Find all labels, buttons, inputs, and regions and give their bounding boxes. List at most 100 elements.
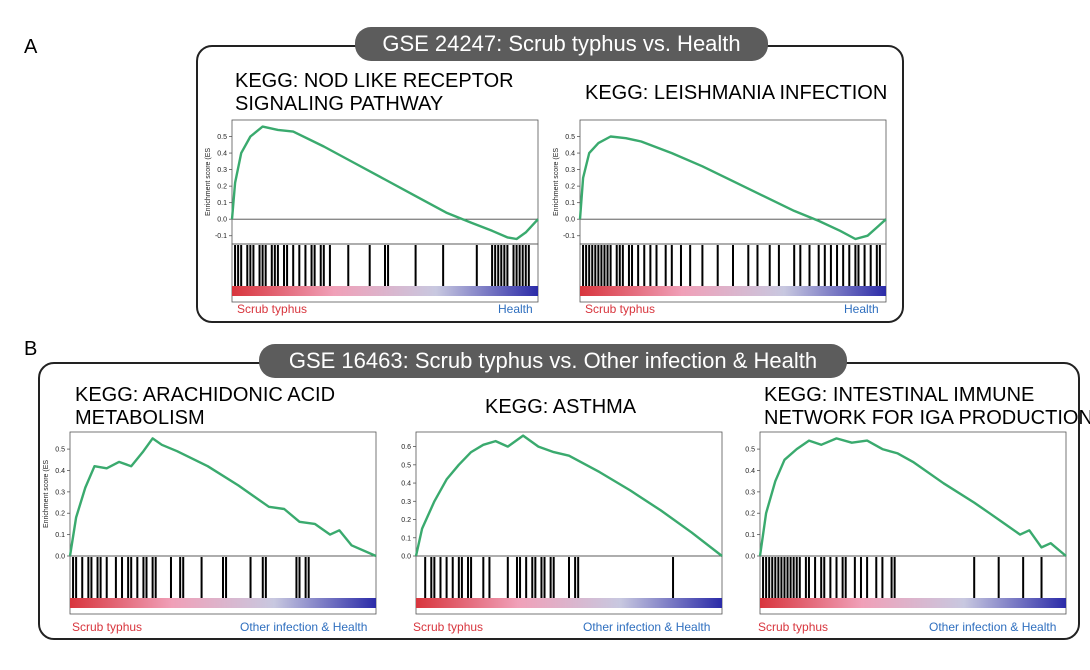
y-tick-label: -0.1 (563, 233, 575, 240)
y-tick-label: 0.6 (401, 444, 411, 451)
hit-bar (552, 557, 555, 598)
es-plot-frame (231, 119, 539, 245)
hit-bar (594, 245, 597, 286)
hit-bar (154, 557, 157, 598)
hit-bar (875, 557, 878, 598)
rank-gradient (232, 286, 538, 296)
hit-bar (597, 245, 600, 286)
hit-bar (475, 245, 478, 286)
hit-bar (240, 245, 243, 286)
hit-bar (439, 557, 442, 598)
hit-bar (820, 557, 823, 598)
chart-2-title: KEGG: LEISHMANIA INFECTION (585, 82, 887, 105)
chart-5-title-line-2: NETWORK FOR IGA PRODUCTION (764, 407, 1090, 429)
hit-bar (121, 557, 124, 598)
hit-bar (322, 245, 325, 286)
hit-bar (848, 245, 851, 286)
y-tick-label: 0.0 (745, 554, 755, 561)
hit-bar (543, 557, 546, 598)
hit-bar (859, 557, 862, 598)
chart-2-title-line-1: KEGG: LEISHMANIA INFECTION (585, 82, 888, 104)
hit-bar (87, 557, 90, 598)
hit-bar (857, 245, 860, 286)
hit-bar (252, 245, 255, 286)
y-tick-label: 0.0 (217, 217, 227, 224)
hit-bar (506, 557, 509, 598)
es-plot-frame (415, 431, 723, 557)
hit-bar (756, 245, 759, 286)
hit-bar (519, 557, 522, 598)
hit-bar (292, 245, 295, 286)
hit-bar (777, 557, 780, 598)
hit-bar (574, 557, 577, 598)
hit-bar (844, 557, 847, 598)
y-tick-label: 0.2 (55, 511, 65, 518)
hit-bar (534, 557, 537, 598)
hit-bar (99, 557, 102, 598)
hit-bar (75, 557, 78, 598)
y-tick-label: 0.3 (55, 489, 65, 496)
hit-bar (368, 245, 371, 286)
y-axis-label: Enrichment score (ES (43, 460, 50, 528)
y-tick-label: 0.1 (401, 535, 411, 542)
y-tick-label: 0.1 (745, 532, 755, 539)
hit-bar (319, 245, 322, 286)
hit-bar (451, 557, 454, 598)
hit-bar (540, 557, 543, 598)
hit-bar (875, 245, 878, 286)
gsea-plot-svg: 0.5 0.4 0.3 0.2 0.1 0.0 -0.1 Enrichment score (… (205, 119, 539, 303)
hit-bar (264, 245, 267, 286)
hit-bar (531, 557, 534, 598)
hit-bar (600, 245, 603, 286)
hit-bar (424, 557, 427, 598)
hit-bar (869, 245, 872, 286)
y-tick-label: 0.1 (565, 200, 575, 207)
hit-bar (258, 245, 261, 286)
chart-2-plot: 0.5 0.4 0.3 0.2 0.1 0.0 -0.1 Enrichment score (… (548, 118, 888, 304)
panel-a-letter: A (24, 36, 38, 58)
hit-bar (114, 557, 117, 598)
chart-1-plot: 0.5 0.4 0.3 0.2 0.1 0.0 -0.1 Enrichment score (… (200, 118, 540, 304)
hit-bar (649, 245, 652, 286)
hit-bar (237, 245, 240, 286)
hit-bar (512, 245, 515, 286)
y-tick-label: 0.4 (745, 468, 755, 475)
hit-bar (430, 557, 433, 598)
hit-bar (298, 245, 301, 286)
hit-bar (515, 557, 518, 598)
hit-bar (747, 245, 750, 286)
hit-bar (497, 245, 500, 286)
hit-bar (768, 557, 771, 598)
y-axis-label: Enrichment score (ES (553, 148, 560, 216)
chart-5-right-label: Other infection & Health (929, 620, 1057, 634)
hit-bar (72, 557, 75, 598)
hit-bar (442, 245, 445, 286)
hit-bar (591, 245, 594, 286)
y-tick-label: 0.0 (565, 217, 575, 224)
hit-bar (792, 557, 795, 598)
hit-bar (457, 557, 460, 598)
y-tick-label: 0.5 (217, 134, 227, 141)
hit-bar (808, 245, 811, 286)
hit-bar (672, 557, 675, 598)
hit-bar (491, 245, 494, 286)
hit-bar (225, 557, 228, 598)
hit-bar (890, 557, 893, 598)
hit-bar (347, 245, 350, 286)
y-tick-label: 0.4 (565, 151, 575, 158)
hit-bar (249, 245, 252, 286)
chart-4-title: KEGG: ASTHMA (485, 396, 636, 419)
hit-bar (261, 245, 264, 286)
y-tick-label: 0.1 (217, 200, 227, 207)
chart-4-right-label: Other infection & Health (583, 620, 711, 634)
gsea-plot-svg: 0.5 0.4 0.3 0.2 0.1 0.0 Enrichment score (ES (43, 431, 377, 615)
hit-bar (577, 557, 580, 598)
hit-bar (795, 557, 798, 598)
hit-bar (786, 557, 789, 598)
hit-bar (836, 245, 839, 286)
hit-bar (276, 245, 279, 286)
panel-a-banner: GSE 24247: Scrub typhus vs. Health (355, 27, 768, 61)
rank-gradient (580, 286, 886, 296)
chart-4-left-label: Scrub typhus (413, 620, 484, 634)
hit-bar (655, 245, 658, 286)
